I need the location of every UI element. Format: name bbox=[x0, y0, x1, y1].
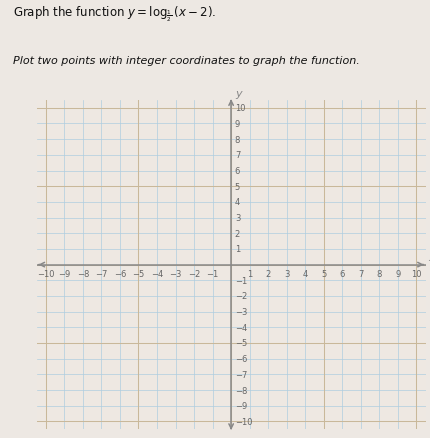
Text: y: y bbox=[235, 89, 242, 99]
Text: 9: 9 bbox=[395, 269, 400, 278]
Text: 3: 3 bbox=[235, 214, 240, 223]
Text: −5: −5 bbox=[235, 339, 247, 348]
Text: 3: 3 bbox=[284, 269, 289, 278]
Text: −10: −10 bbox=[37, 269, 55, 278]
Text: 5: 5 bbox=[321, 269, 326, 278]
Text: 10: 10 bbox=[411, 269, 422, 278]
Text: 6: 6 bbox=[340, 269, 345, 278]
Text: −2: −2 bbox=[235, 292, 247, 301]
Text: 2: 2 bbox=[235, 229, 240, 238]
Text: −1: −1 bbox=[235, 276, 247, 285]
Text: 8: 8 bbox=[235, 135, 240, 145]
Text: x: x bbox=[428, 253, 430, 263]
Text: −7: −7 bbox=[235, 370, 247, 379]
Text: −1: −1 bbox=[206, 269, 219, 278]
Text: 4: 4 bbox=[303, 269, 308, 278]
Text: −3: −3 bbox=[169, 269, 182, 278]
Text: −7: −7 bbox=[95, 269, 108, 278]
Text: −9: −9 bbox=[58, 269, 71, 278]
Text: 1: 1 bbox=[247, 269, 252, 278]
Text: −3: −3 bbox=[235, 307, 247, 316]
Text: −6: −6 bbox=[235, 354, 247, 364]
Text: 2: 2 bbox=[266, 269, 271, 278]
Text: −8: −8 bbox=[77, 269, 89, 278]
Text: 9: 9 bbox=[235, 120, 240, 129]
Text: 5: 5 bbox=[235, 182, 240, 191]
Text: Plot two points with integer coordinates to graph the function.: Plot two points with integer coordinates… bbox=[13, 56, 359, 66]
Text: Graph the function $y = \log_{\frac{1}{2}}(x-2).$: Graph the function $y = \log_{\frac{1}{2… bbox=[13, 5, 216, 24]
Text: 1: 1 bbox=[235, 245, 240, 254]
Text: 6: 6 bbox=[235, 166, 240, 176]
Text: 8: 8 bbox=[377, 269, 382, 278]
Text: −10: −10 bbox=[235, 417, 252, 426]
Text: −6: −6 bbox=[114, 269, 126, 278]
Text: 7: 7 bbox=[358, 269, 363, 278]
Text: −2: −2 bbox=[188, 269, 200, 278]
Text: 7: 7 bbox=[235, 151, 240, 160]
Text: 4: 4 bbox=[235, 198, 240, 207]
Text: −4: −4 bbox=[151, 269, 163, 278]
Text: −8: −8 bbox=[235, 385, 247, 395]
Text: 10: 10 bbox=[235, 104, 246, 113]
Text: −5: −5 bbox=[132, 269, 144, 278]
Text: −9: −9 bbox=[235, 401, 247, 410]
Text: −4: −4 bbox=[235, 323, 247, 332]
